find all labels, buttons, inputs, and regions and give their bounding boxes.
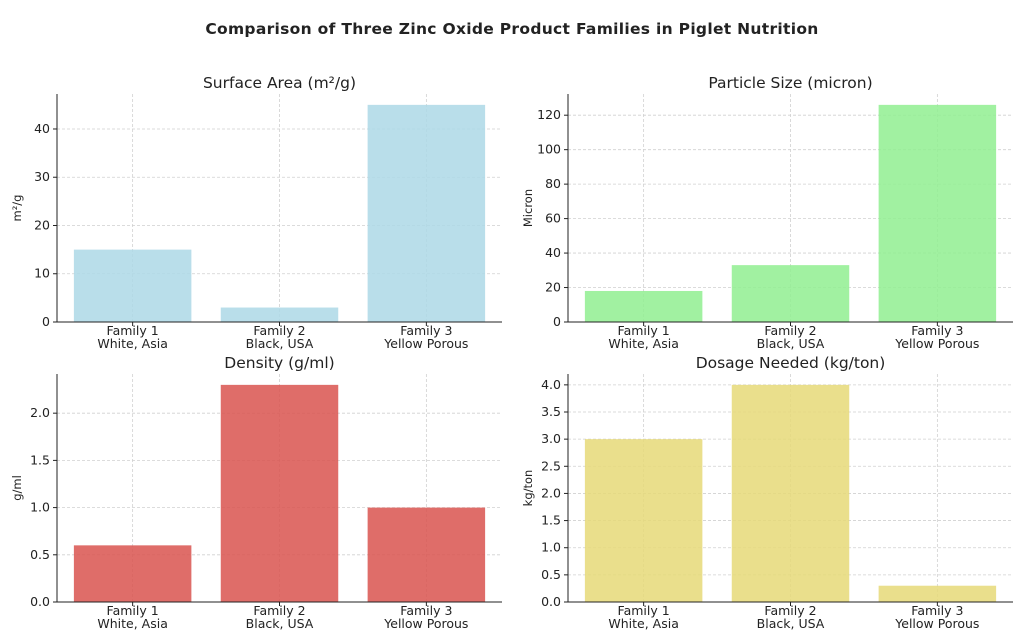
bar-2 xyxy=(731,265,850,322)
chart-panel-1: 0 10 20 30 40 Family 1 White, Asia Family 2 Blac… xyxy=(10,74,502,351)
y-tick-label: 1.0 xyxy=(30,500,50,515)
chart-panel-4: 0.0 0.5 1.0 1.5 2.0 2.5 3.0 3.5 4.0 Family 1 White… xyxy=(521,354,1013,631)
bar-2 xyxy=(731,384,850,602)
y-tick-label: 40 xyxy=(34,121,50,136)
y-tick-label: 3.5 xyxy=(541,404,561,419)
bar-3 xyxy=(367,507,486,602)
y-tick-label: 20 xyxy=(545,280,561,295)
bar-1 xyxy=(73,249,192,322)
y-axis-label: Micron xyxy=(521,189,535,227)
x-tick-label: Family 2 Black, USA xyxy=(246,603,314,631)
y-tick-label: 40 xyxy=(545,245,561,260)
chart-title: Particle Size (micron) xyxy=(708,74,872,92)
chart-panel-2: 0 20 40 60 80 100 120 Family 1 White, Asia Family… xyxy=(521,74,1013,351)
bar-2 xyxy=(220,307,339,322)
y-tick-label: 120 xyxy=(537,107,561,122)
y-tick-label: 0 xyxy=(42,314,50,329)
y-axis-label: kg/ton xyxy=(521,470,535,507)
x-tick-label: Family 2 Black, USA xyxy=(246,323,314,351)
chart-title: Density (g/ml) xyxy=(224,354,334,372)
chart-panel-3: 0.0 0.5 1.0 1.5 2.0 Family 1 White, Asia Family… xyxy=(10,354,502,631)
bar-3 xyxy=(878,585,997,602)
bar-1 xyxy=(584,290,703,322)
bar-1 xyxy=(584,439,703,602)
y-tick-label: 0.0 xyxy=(541,594,561,609)
y-tick-label: 100 xyxy=(537,142,561,157)
y-tick-label: 0 xyxy=(553,314,561,329)
y-tick-label: 2.0 xyxy=(30,405,50,420)
chart-title: Dosage Needed (kg/ton) xyxy=(696,354,886,372)
y-tick-label: 10 xyxy=(34,266,50,281)
x-tick-label: Family 3 Yellow Porous xyxy=(383,323,468,351)
y-tick-label: 1.5 xyxy=(30,452,50,467)
y-tick-label: 80 xyxy=(545,176,561,191)
x-tick-label: Family 2 Black, USA xyxy=(757,603,825,631)
y-axis-label: m²/g xyxy=(10,195,24,222)
chart-title: Surface Area (m²/g) xyxy=(203,74,356,92)
y-tick-label: 2.5 xyxy=(541,458,561,473)
x-tick-label: Family 3 Yellow Porous xyxy=(383,603,468,631)
x-tick-label: Family 3 Yellow Porous xyxy=(894,323,979,351)
x-tick-label: Family 1 White, Asia xyxy=(608,323,679,351)
bar-3 xyxy=(878,104,997,322)
y-tick-label: 60 xyxy=(545,211,561,226)
bar-2 xyxy=(220,384,339,602)
y-tick-label: 0.5 xyxy=(30,547,50,562)
y-tick-label: 20 xyxy=(34,217,50,232)
y-tick-label: 0.5 xyxy=(541,567,561,582)
bar-1 xyxy=(73,545,192,602)
y-tick-label: 4.0 xyxy=(541,377,561,392)
bar-3 xyxy=(367,104,486,322)
y-tick-label: 3.0 xyxy=(541,431,561,446)
y-tick-label: 2.0 xyxy=(541,485,561,500)
x-tick-label: Family 1 White, Asia xyxy=(97,323,168,351)
y-tick-label: 1.0 xyxy=(541,540,561,555)
x-tick-label: Family 1 White, Asia xyxy=(608,603,679,631)
y-tick-label: 30 xyxy=(34,169,50,184)
y-axis-label: g/ml xyxy=(10,475,24,501)
figure-title: Comparison of Three Zinc Oxide Product F… xyxy=(205,20,819,38)
x-tick-label: Family 1 White, Asia xyxy=(97,603,168,631)
y-tick-label: 1.5 xyxy=(541,513,561,528)
y-tick-label: 0.0 xyxy=(30,594,50,609)
x-tick-label: Family 3 Yellow Porous xyxy=(894,603,979,631)
x-tick-label: Family 2 Black, USA xyxy=(757,323,825,351)
